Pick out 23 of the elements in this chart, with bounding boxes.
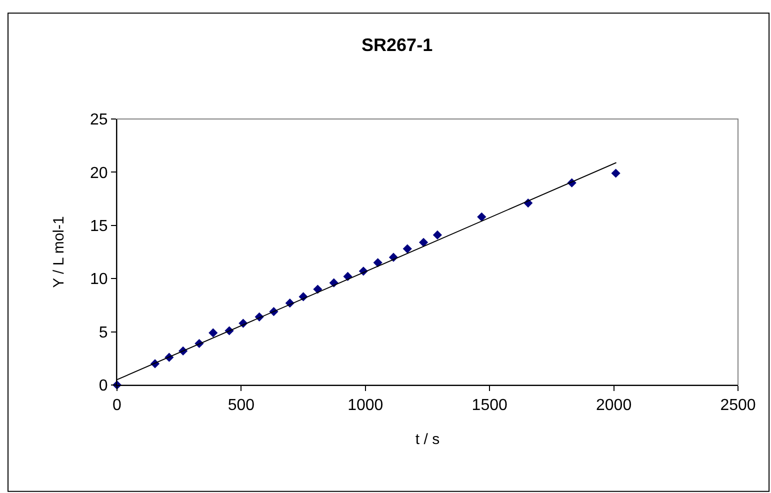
point	[611, 168, 620, 178]
x-tick-label: 0	[112, 397, 122, 414]
y-tick-label: 25	[90, 112, 108, 129]
x-tick-label: 500	[228, 397, 255, 414]
x-axis-title: t / s	[415, 431, 440, 448]
x-tick-label: 1000	[348, 397, 384, 414]
x-tick-label: 1500	[472, 397, 508, 414]
x-tick-label: 2000	[596, 397, 632, 414]
y-tick-label: 10	[90, 271, 108, 288]
y-tick-label: 5	[98, 324, 108, 342]
y-tick-label: 0	[98, 378, 108, 395]
point	[402, 244, 412, 254]
y-axis-title: Y / L mol-1	[50, 216, 68, 288]
chart-title: SR267-1	[362, 35, 433, 56]
point	[418, 238, 428, 247]
y-tick-label: 15	[90, 218, 108, 235]
point	[208, 328, 218, 338]
point	[477, 212, 486, 222]
x-tick-label: 2500	[720, 397, 756, 414]
point	[432, 230, 442, 240]
y-tick-label: 20	[90, 164, 108, 182]
point	[373, 258, 382, 268]
point	[313, 284, 322, 294]
